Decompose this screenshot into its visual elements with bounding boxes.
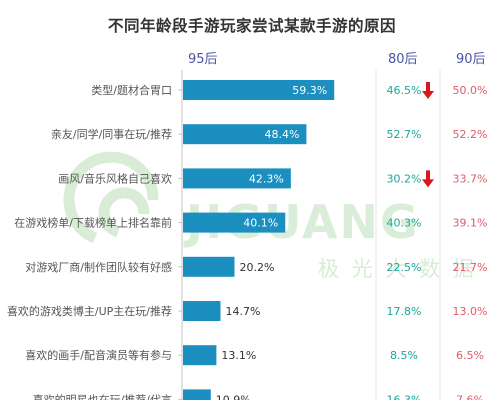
bar-95 <box>183 256 235 277</box>
value-90: 39.1% <box>453 217 488 230</box>
value-90: 6.5% <box>456 349 484 362</box>
data-label-95: 48.4% <box>264 128 299 141</box>
data-label-95: 20.2% <box>240 261 275 274</box>
data-label-95: 14.7% <box>225 305 260 318</box>
value-80: 22.5% <box>387 261 422 274</box>
bar-95 <box>183 301 221 321</box>
bar-95 <box>183 80 335 100</box>
down-arrow-icon <box>422 170 434 188</box>
data-label-95: 59.3% <box>292 84 327 97</box>
value-90: 7.6% <box>456 393 484 400</box>
value-90: 13.0% <box>453 305 488 318</box>
category-label: 喜欢的明星也在玩/推荐/代言 <box>33 392 172 400</box>
value-90: 52.2% <box>453 128 488 141</box>
bar-95 <box>183 389 211 400</box>
value-90: 50.0% <box>453 84 488 97</box>
value-80: 8.5% <box>390 349 418 362</box>
column-header-90: 90后 <box>456 52 486 67</box>
column-header-80: 80后 <box>388 52 418 67</box>
category-label: 画风/音乐风格自己喜欢 <box>58 171 172 185</box>
value-90: 21.7% <box>453 261 488 274</box>
data-label-95: 10.9% <box>216 393 251 400</box>
column-header-95: 95后 <box>188 52 218 67</box>
value-80: 46.5% <box>387 84 422 97</box>
category-label: 亲友/同学/同事在玩/推荐 <box>51 127 172 141</box>
watermark-brand-cn: 极 光 大 数 据 <box>318 257 477 281</box>
data-label-95: 42.3% <box>249 172 284 185</box>
category-label: 类型/题材合胃口 <box>91 83 172 97</box>
data-label-95: 13.1% <box>221 349 256 362</box>
chart-title: 不同年龄段手游玩家尝试某款手游的原因 <box>107 17 396 35</box>
category-label: 喜欢的游戏类博主/UP主在玩/推荐 <box>7 304 172 318</box>
value-80: 52.7% <box>387 128 422 141</box>
bar-95 <box>183 124 307 145</box>
value-80: 16.3% <box>387 393 422 400</box>
value-80: 40.3% <box>387 217 422 230</box>
bar-95 <box>183 345 217 366</box>
down-arrow-icon <box>422 82 434 99</box>
category-label: 对游戏厂商/制作团队较有好感 <box>25 260 172 274</box>
bar-95 <box>183 168 291 189</box>
value-80: 30.2% <box>387 172 422 185</box>
watermark-logo-icon <box>63 151 159 244</box>
bar-95 <box>183 212 286 233</box>
value-90: 33.7% <box>453 172 488 185</box>
category-label: 喜欢的画手/配音演员等有参与 <box>25 348 172 362</box>
category-label: 在游戏榜单/下载榜单上排名靠前 <box>14 216 172 230</box>
data-label-95: 40.1% <box>243 217 278 230</box>
value-80: 17.8% <box>387 305 422 318</box>
